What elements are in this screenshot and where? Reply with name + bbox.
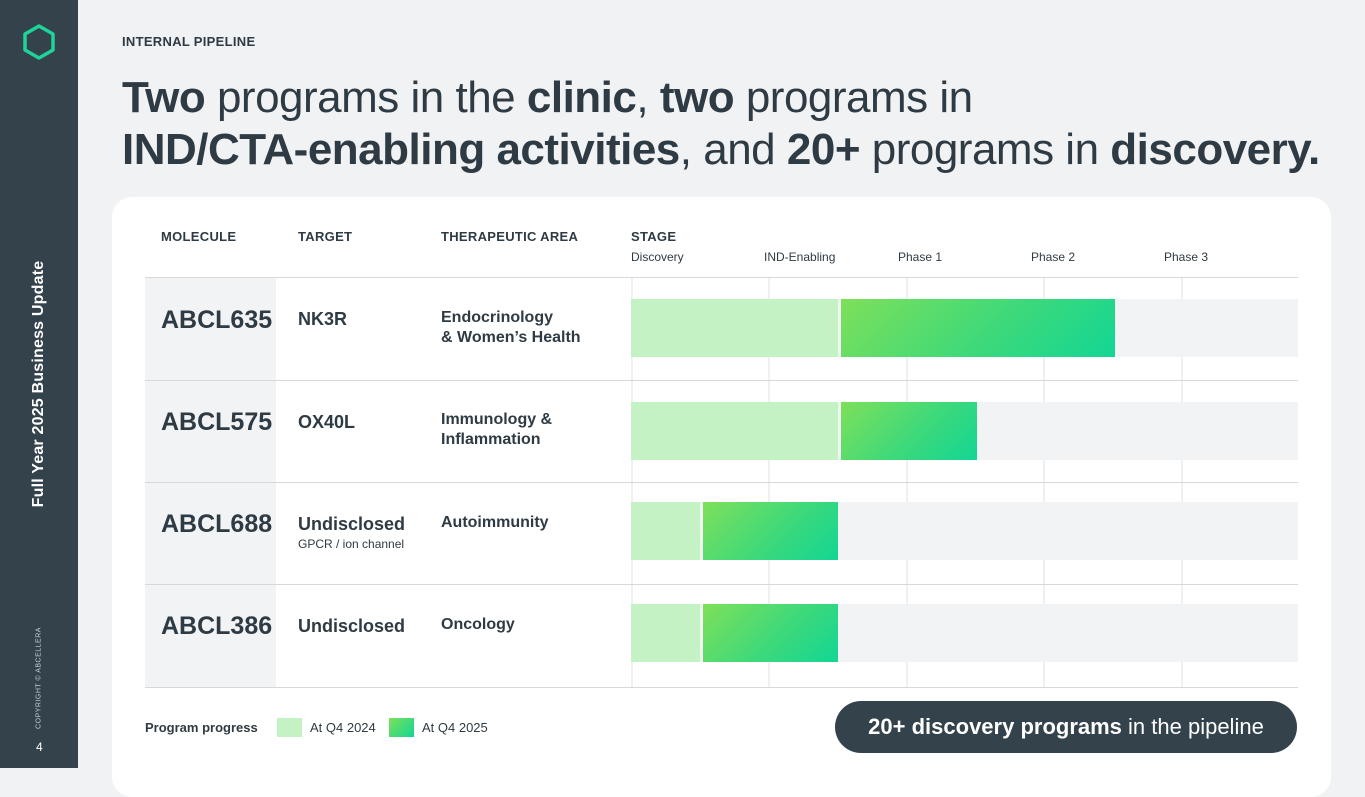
column-header-target: TARGET [298, 229, 353, 244]
progress-bar-q4-2024 [631, 299, 838, 357]
progress-bar-q4-2024 [631, 604, 700, 662]
target-subtitle: GPCR / ion channel [298, 537, 405, 551]
progress-bar-q4-2025 [841, 299, 1115, 357]
stage-label-ind-enabling: IND-Enabling [764, 250, 836, 264]
page-headline: Two programs in the clinic, two programs… [122, 72, 1322, 176]
header-divider [145, 277, 1298, 278]
copyright-notice: COPYRIGHT © ABCELLERA [35, 627, 43, 729]
stage-label-phase-3: Phase 3 [1164, 250, 1209, 264]
callout-bold: 20+ discovery programs [868, 714, 1122, 739]
molecule-name: ABCL635 [161, 306, 273, 334]
headline-segment: IND/CTA-enabling activities [122, 125, 680, 174]
column-header-therapeutic-area: THERAPEUTIC AREA [441, 229, 579, 244]
table-bottom-divider [145, 687, 1298, 688]
target-name: Undisclosed [298, 514, 406, 534]
legend-swatch-q4-2025 [389, 718, 414, 737]
row-divider [145, 380, 1298, 381]
section-kicker: INTERNAL PIPELINE [122, 34, 256, 49]
legend-label-q4-2024: At Q4 2024 [310, 720, 376, 735]
target-name: Undisclosed [298, 616, 406, 636]
therapeutic-area: Endocrinology & Women’s Health [441, 309, 581, 346]
headline-segment: two [659, 73, 735, 122]
target-name: OX40L [298, 412, 356, 432]
molecule-cell [145, 483, 276, 585]
progress-bar-q4-2025 [703, 502, 838, 560]
legend-swatch-q4-2024 [277, 718, 302, 737]
headline-segment: , [636, 73, 660, 122]
headline-segment: programs in [860, 125, 1111, 174]
callout-text: in the pipeline [1121, 714, 1264, 739]
sidebar: Full Year 2025 Business Update COPYRIGHT… [0, 0, 78, 768]
stage-label-discovery: Discovery [631, 250, 684, 264]
molecule-cell [145, 278, 276, 380]
progress-bar-q4-2025 [841, 402, 977, 460]
stage-label-phase-1: Phase 1 [898, 250, 943, 264]
row-divider [145, 482, 1298, 483]
deck-title: Full Year 2025 Business Update [30, 260, 47, 508]
headline-segment: , and [679, 125, 787, 174]
headline-segment: discovery. [1110, 125, 1320, 174]
legend-label-q4-2025: At Q4 2025 [422, 720, 488, 735]
progress-bar-q4-2025 [703, 604, 838, 662]
therapeutic-area: Oncology [441, 616, 515, 633]
column-header-molecule: MOLECULE [161, 229, 237, 244]
page-number: 4 [36, 740, 43, 754]
molecule-cell [145, 585, 276, 687]
column-header-stage: STAGE [631, 229, 677, 244]
progress-bar-q4-2024 [631, 502, 700, 560]
hexagon-logo-icon [23, 24, 55, 60]
headline-segment: 20+ [786, 125, 861, 174]
molecule-name: ABCL575 [161, 408, 273, 436]
therapeutic-area: Immunology & Inflammation [441, 411, 553, 448]
molecule-name: ABCL386 [161, 612, 273, 640]
headline-segment: programs in the [205, 73, 527, 122]
headline-segment: clinic [526, 73, 637, 122]
molecule-cell [145, 381, 276, 483]
therapeutic-area: Autoimmunity [441, 514, 549, 531]
headline-segment: programs in [734, 73, 973, 122]
progress-bar-q4-2024 [631, 402, 838, 460]
stage-label-phase-2: Phase 2 [1031, 250, 1076, 264]
molecule-name: ABCL688 [161, 510, 273, 538]
legend-title: Program progress [145, 720, 258, 735]
discovery-callout: 20+ discovery programs in the pipeline [835, 701, 1297, 753]
headline-segment: Two [122, 73, 206, 122]
target-name: NK3R [298, 309, 348, 329]
row-divider [145, 584, 1298, 585]
pipeline-card [112, 197, 1331, 797]
